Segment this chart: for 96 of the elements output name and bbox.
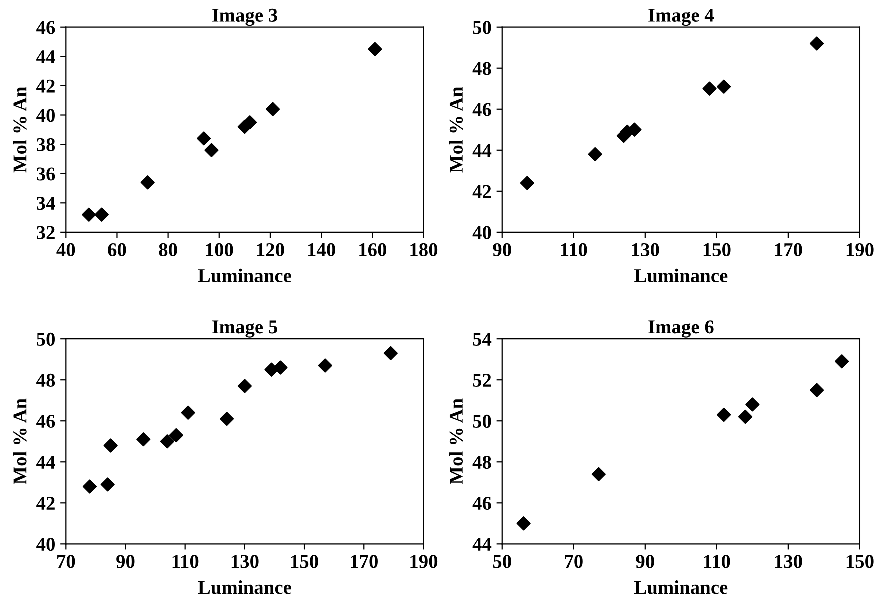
x-tick-label: 80 bbox=[159, 243, 178, 257]
x-tick-label: 110 bbox=[704, 555, 730, 568]
point bbox=[318, 358, 332, 373]
y-tick-label: 40 bbox=[472, 226, 492, 240]
x-axis-title: Luminance bbox=[634, 268, 728, 283]
point bbox=[717, 408, 732, 422]
x-axis-title: Luminance bbox=[198, 268, 292, 283]
y-axis-title: Mol % An bbox=[449, 86, 464, 173]
y-tick-label: 32 bbox=[37, 226, 55, 240]
point bbox=[746, 398, 760, 412]
point bbox=[592, 467, 606, 482]
x-tick-label: 160 bbox=[360, 243, 386, 257]
x-tick-label: 60 bbox=[108, 243, 126, 257]
x-tick-label: 140 bbox=[308, 243, 336, 257]
point bbox=[274, 360, 288, 375]
point bbox=[82, 480, 98, 494]
chart-title: Image 5 bbox=[212, 320, 278, 338]
y-tick-label: 44 bbox=[36, 50, 56, 64]
x-tick-label: 180 bbox=[410, 243, 438, 257]
point bbox=[136, 432, 151, 447]
x-tick-label: 150 bbox=[292, 555, 318, 568]
point bbox=[197, 132, 212, 146]
y-tick-label: 46 bbox=[472, 103, 492, 116]
y-tick-label: 52 bbox=[473, 374, 492, 388]
x-tick-label: 130 bbox=[632, 243, 660, 257]
point bbox=[181, 406, 196, 420]
point bbox=[588, 147, 602, 162]
y-tick-label: 46 bbox=[36, 414, 56, 428]
x-tick-label: 110 bbox=[172, 555, 199, 568]
point bbox=[100, 478, 115, 492]
x-axis-title: Luminance bbox=[198, 580, 292, 594]
chart-title: Image 6 bbox=[648, 320, 714, 338]
y-tick-label: 48 bbox=[36, 374, 56, 388]
x-tick-label: 90 bbox=[493, 243, 512, 257]
x-tick-label: 70 bbox=[565, 555, 583, 568]
y-axis-title: Mol % An bbox=[13, 398, 27, 485]
y-axis-title: Mol % An bbox=[449, 398, 464, 485]
y-tick-label: 40 bbox=[36, 109, 55, 122]
y-tick-label: 50 bbox=[473, 414, 492, 428]
point bbox=[82, 208, 96, 222]
y-tick-label: 42 bbox=[472, 185, 492, 198]
point bbox=[520, 176, 534, 190]
x-tick-label: 190 bbox=[846, 243, 874, 257]
y-tick-label: 46 bbox=[472, 497, 492, 510]
point bbox=[140, 176, 155, 190]
x-tick-label: 170 bbox=[351, 555, 378, 568]
x-tick-label: 110 bbox=[561, 243, 588, 257]
y-tick-label: 48 bbox=[472, 456, 492, 470]
x-tick-label: 130 bbox=[232, 555, 259, 568]
point bbox=[717, 80, 732, 94]
y-axis-title: Mol % An bbox=[13, 86, 27, 173]
x-tick-label: 100 bbox=[206, 243, 234, 257]
y-tick-label: 44 bbox=[36, 456, 56, 469]
y-tick-label: 46 bbox=[36, 21, 56, 34]
point bbox=[368, 42, 382, 56]
point bbox=[204, 143, 219, 158]
y-tick-label: 44 bbox=[472, 144, 492, 158]
x-tick-label: 40 bbox=[56, 243, 76, 257]
point bbox=[104, 438, 118, 453]
y-tick-label: 44 bbox=[472, 538, 492, 551]
y-tick-label: 50 bbox=[37, 332, 55, 346]
point bbox=[169, 428, 184, 443]
x-tick-label: 90 bbox=[636, 555, 654, 568]
point bbox=[266, 102, 280, 116]
point bbox=[94, 208, 109, 222]
x-tick-label: 190 bbox=[410, 555, 438, 568]
y-tick-label: 36 bbox=[37, 168, 56, 181]
y-tick-label: 40 bbox=[36, 538, 55, 552]
x-tick-label: 50 bbox=[493, 555, 512, 568]
x-tick-label: 90 bbox=[116, 555, 135, 568]
y-tick-label: 42 bbox=[36, 497, 55, 510]
y-tick-label: 48 bbox=[472, 62, 492, 76]
x-tick-label: 120 bbox=[257, 243, 284, 257]
point bbox=[238, 379, 252, 394]
y-tick-label: 38 bbox=[37, 138, 56, 152]
point bbox=[384, 346, 398, 360]
x-tick-label: 170 bbox=[775, 243, 802, 257]
y-tick-label: 50 bbox=[473, 21, 492, 34]
chart-title: Image 3 bbox=[212, 8, 278, 26]
point bbox=[220, 412, 234, 426]
point bbox=[810, 36, 824, 51]
y-tick-label: 34 bbox=[37, 197, 56, 210]
y-tick-label: 42 bbox=[36, 80, 55, 93]
x-tick-label: 150 bbox=[704, 243, 731, 257]
point bbox=[810, 383, 824, 398]
y-tick-label: 54 bbox=[473, 333, 492, 346]
x-tick-label: 70 bbox=[58, 555, 76, 568]
x-tick-label: 150 bbox=[846, 555, 874, 568]
point bbox=[516, 516, 531, 531]
point bbox=[160, 434, 175, 449]
chart-title: Image 4 bbox=[648, 9, 714, 26]
point bbox=[738, 410, 753, 424]
point bbox=[702, 82, 717, 96]
x-axis-title: Luminance bbox=[634, 580, 728, 594]
point bbox=[835, 354, 850, 369]
x-tick-label: 130 bbox=[775, 555, 802, 568]
